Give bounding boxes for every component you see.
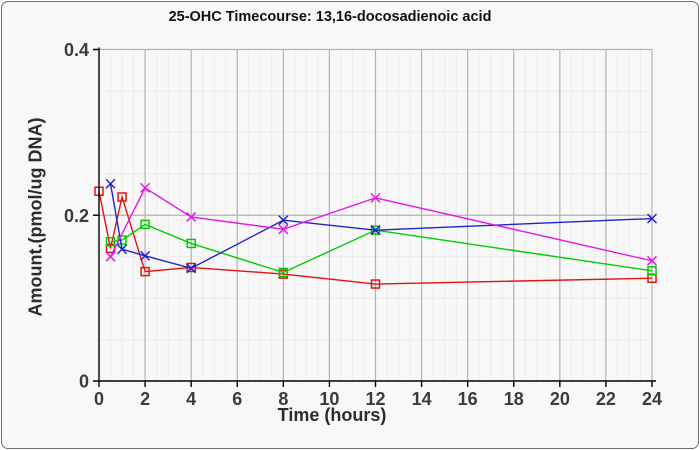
data-point-red-squares [140,266,150,277]
x-tick-label: 10 [319,389,339,409]
data-point-green-squares [278,267,289,278]
data-point-blue-x [646,213,658,224]
data-point-blue-x [117,244,128,255]
x-tick-label: 2 [140,389,150,409]
data-point-magenta-x [186,211,197,222]
x-tick-label: 24 [642,389,662,409]
data-point-magenta-x [140,182,151,193]
x-tick-label: 20 [550,389,570,409]
x-tick-label: 6 [232,389,242,409]
data-point-blue-x [105,178,116,189]
data-point-red-squares [117,192,127,202]
x-tick-label: 22 [596,389,616,409]
data-point-red-squares [370,279,381,289]
y-tick-label: 0 [79,372,89,392]
y-tick-label: 0.4 [64,40,89,60]
data-point-green-squares [105,237,116,247]
data-point-blue-x [370,225,381,236]
x-tick-label: 4 [186,389,196,409]
y-axis-title: Amount.(pmol/ug DNA) [25,117,46,317]
data-point-magenta-x [370,192,381,203]
data-point-green-squares [140,219,150,230]
x-tick-label: 12 [365,389,385,409]
x-axis-title: Time (hours) [277,405,387,425]
data-point-blue-x [278,215,289,226]
y-tick-label: 0.2 [64,206,89,226]
series-line-red-squares [98,191,653,285]
series-line-magenta-x [109,186,653,262]
data-point-green-squares [186,238,196,249]
data-point-green-squares [647,266,657,276]
data-point-magenta-x [278,224,289,235]
data-point-magenta-x [646,255,658,266]
data-point-blue-x [186,263,197,274]
x-tick-label: 18 [504,389,524,409]
chart-title: 25-OHC Timecourse: 13,16-docosadienoic a… [168,9,492,25]
x-tick-label: 8 [278,389,288,409]
data-point-magenta-x [105,251,116,262]
data-point-green-squares [117,235,127,245]
data-point-blue-x [140,250,151,261]
x-tick-label: 16 [458,389,478,409]
x-tick-label: 0 [94,389,104,409]
x-tick-label: 14 [412,389,432,409]
